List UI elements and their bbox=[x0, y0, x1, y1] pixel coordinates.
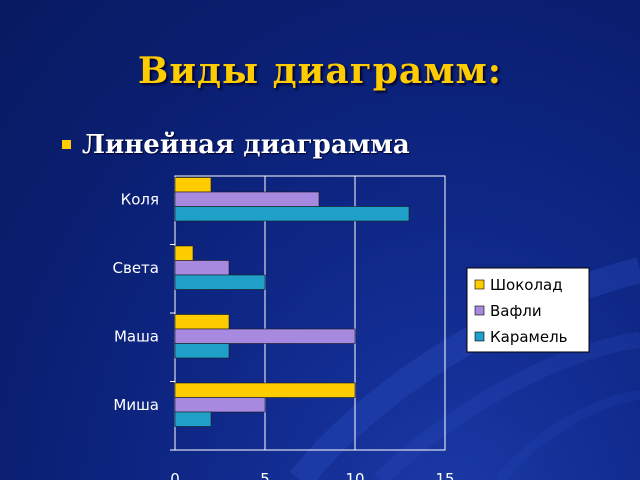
legend-label-2: Карамель bbox=[490, 328, 568, 346]
category-label-2: Маша bbox=[114, 327, 159, 345]
bar-2-1 bbox=[174, 328, 356, 344]
legend-swatch-0 bbox=[474, 279, 485, 290]
bar-2-0 bbox=[174, 314, 230, 330]
legend-label-0: Шоколад bbox=[490, 276, 563, 294]
bullet-marker-icon bbox=[62, 140, 71, 149]
category-label-3: Миша bbox=[113, 396, 159, 414]
bullet-text: Линейная диаграмма bbox=[82, 130, 410, 160]
legend-swatch-2 bbox=[474, 331, 485, 342]
x-tick-label-2: 10 bbox=[345, 470, 364, 480]
bar-0-0 bbox=[174, 177, 212, 193]
bar-1-1 bbox=[174, 260, 230, 276]
bar-3-2 bbox=[174, 411, 212, 427]
slide-title: Виды диаграмм: bbox=[137, 50, 503, 92]
bar-3-1 bbox=[174, 397, 266, 413]
x-tick-label-1: 5 bbox=[260, 470, 270, 480]
bar-2-2 bbox=[174, 343, 230, 359]
bar-1-0 bbox=[174, 245, 194, 261]
category-label-1: Света bbox=[113, 259, 159, 277]
legend-label-1: Вафли bbox=[490, 302, 542, 320]
bar-1-2 bbox=[174, 274, 266, 290]
legend bbox=[466, 267, 590, 353]
bar-0-2 bbox=[174, 206, 410, 222]
category-label-0: Коля bbox=[121, 190, 159, 208]
bar-0-1 bbox=[174, 191, 320, 207]
x-tick-label-3: 15 bbox=[435, 470, 454, 480]
legend-swatch-1 bbox=[474, 305, 485, 316]
bar-3-0 bbox=[174, 382, 356, 398]
x-tick-label-0: 0 bbox=[170, 470, 180, 480]
